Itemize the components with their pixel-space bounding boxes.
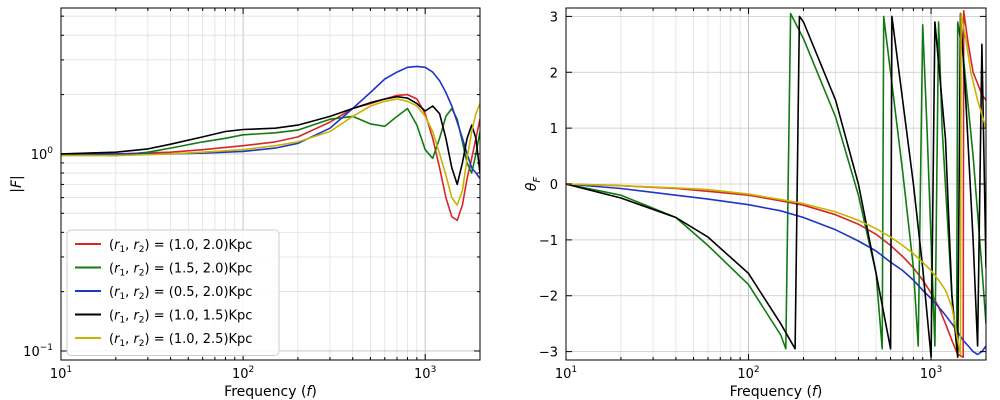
y-axis-label: |F|	[9, 175, 25, 193]
series-line-2	[61, 65, 480, 179]
x-tick-label: 102	[737, 365, 759, 382]
legend: (r1, r2) = (1.0, 2.0)Kpc (r1, r2) = (1.5,…	[66, 229, 280, 356]
left-panel-magnitude: 101 102 103 10−1 100 Frequency (f) |F| (r1, r2)…	[9, 7, 481, 400]
y-axis-label: θF	[524, 177, 543, 192]
x-axis-label: Frequency (f)	[224, 384, 317, 400]
y-tick-label: 3	[550, 10, 558, 25]
y-tick-label: 100	[31, 146, 54, 163]
legend-entry-4: (r1, r2) = (1.0, 2.5)Kpc	[109, 332, 252, 349]
y-tick-label: −1	[539, 234, 558, 249]
series-line-2	[566, 183, 986, 356]
series-line-0	[566, 10, 986, 359]
x-axis-label: Frequency (f)	[730, 384, 823, 400]
x-tick-label: 103	[414, 365, 436, 382]
series-line-3	[566, 12, 986, 359]
x-tick-label: 103	[920, 365, 942, 382]
y-tick-label: −2	[539, 290, 558, 305]
series-lines	[566, 10, 986, 359]
series-line-4	[61, 98, 480, 206]
ticks	[565, 8, 987, 360]
x-tick-label: 101	[555, 365, 577, 382]
legend-entry-1: (r1, r2) = (1.5, 2.0)Kpc	[109, 262, 252, 279]
series-line-0	[61, 93, 480, 222]
y-tick-label: 1	[550, 122, 558, 137]
legend-entry-3: (r1, r2) = (1.0, 1.5)Kpc	[109, 309, 252, 326]
legend-box	[66, 229, 280, 356]
legend-entry-2: (r1, r2) = (0.5, 2.0)Kpc	[109, 285, 252, 302]
legend-entry-0: (r1, r2) = (1.0, 2.0)Kpc	[109, 238, 252, 255]
y-tick-label: 10−1	[23, 343, 53, 360]
y-tick-label: 2	[550, 66, 558, 81]
y-tick-label: −3	[539, 346, 558, 361]
x-tick-label: 102	[232, 365, 254, 382]
y-tick-label: 0	[550, 178, 558, 193]
series-lines	[61, 65, 480, 222]
x-tick-label: 101	[50, 365, 72, 382]
series-line-1	[566, 12, 986, 350]
series-line-4	[566, 12, 986, 356]
grid	[565, 8, 987, 360]
series-line-3	[61, 95, 480, 186]
right-panel-phase: 101 102 103 −3 −2 −1 0 1 2 3 Frequency (f) θF	[524, 7, 987, 400]
